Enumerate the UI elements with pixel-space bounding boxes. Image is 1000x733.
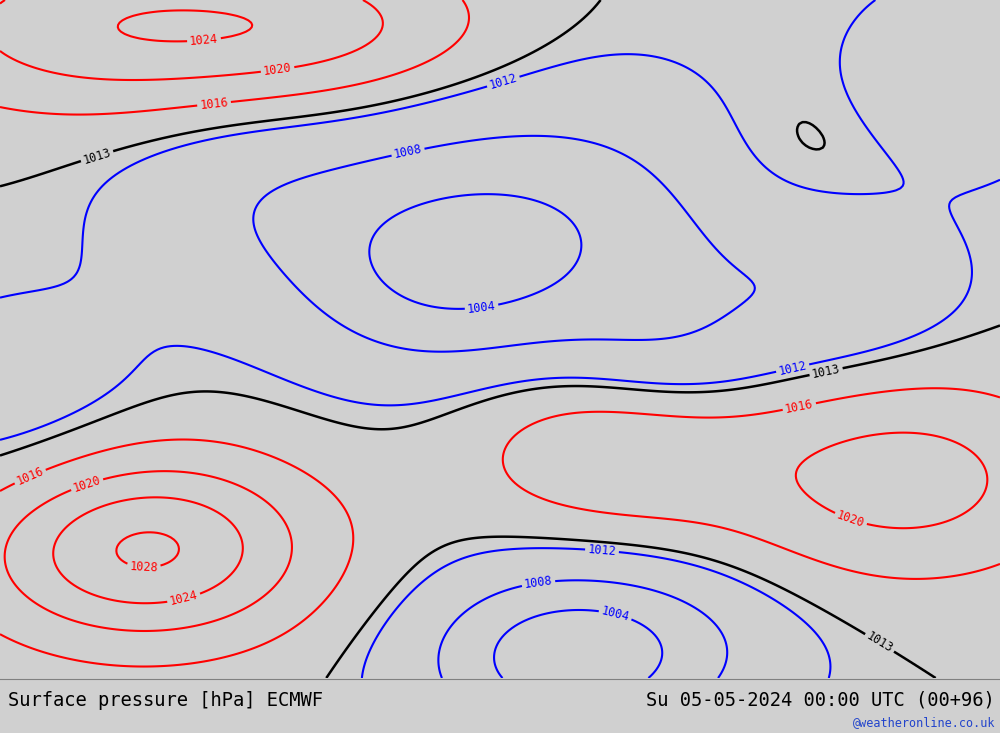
Text: 1020: 1020 [263, 62, 293, 78]
Text: 1020: 1020 [71, 474, 103, 495]
Text: 1020: 1020 [835, 509, 866, 530]
Text: 1012: 1012 [777, 358, 808, 377]
Text: 1028: 1028 [129, 560, 158, 575]
Text: 1004: 1004 [600, 605, 631, 624]
Text: 1024: 1024 [189, 32, 219, 48]
Text: 1008: 1008 [523, 575, 554, 592]
Text: 1013: 1013 [864, 630, 895, 656]
Text: @weatheronline.co.uk: @weatheronline.co.uk [852, 715, 995, 729]
Text: 1013: 1013 [81, 146, 113, 166]
Text: 1016: 1016 [199, 96, 229, 111]
Text: Surface pressure [hPa] ECMWF: Surface pressure [hPa] ECMWF [8, 690, 323, 710]
Text: 1013: 1013 [811, 362, 841, 381]
Text: 1008: 1008 [393, 143, 423, 161]
Text: 1024: 1024 [168, 589, 199, 608]
Text: 1016: 1016 [784, 397, 815, 416]
Text: 1004: 1004 [467, 299, 497, 316]
Text: 1016: 1016 [14, 465, 46, 488]
Text: 1012: 1012 [587, 543, 617, 559]
Text: 1012: 1012 [488, 71, 519, 92]
Text: Su 05-05-2024 00:00 UTC (00+96): Su 05-05-2024 00:00 UTC (00+96) [646, 690, 995, 710]
